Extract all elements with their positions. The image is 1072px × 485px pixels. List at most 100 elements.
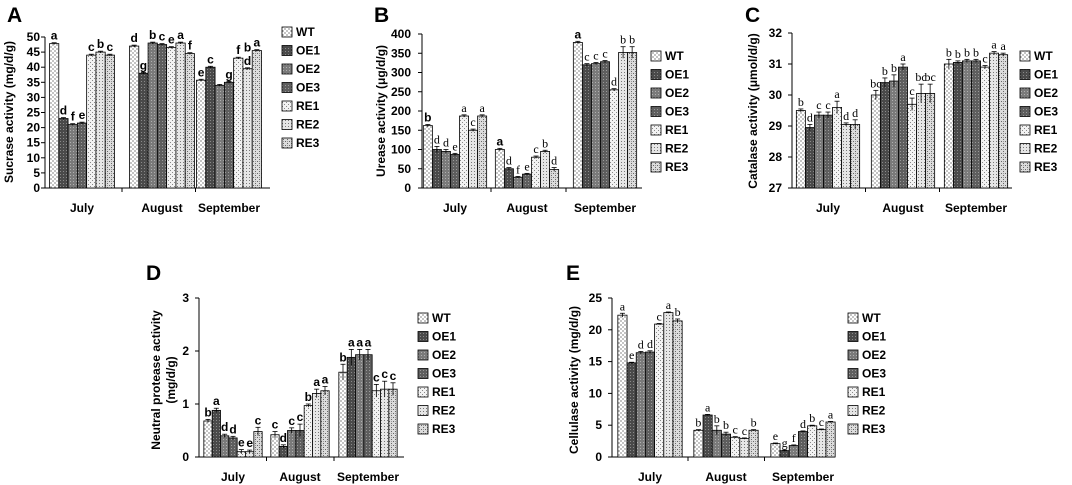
legend-label: OE3 xyxy=(862,367,886,381)
bar-oe2-september xyxy=(591,63,601,189)
bar-wt-august xyxy=(129,45,140,189)
legend-label: OE2 xyxy=(665,86,689,100)
legend-label: RE3 xyxy=(432,422,456,436)
bar-re2-august xyxy=(916,93,927,189)
y-tick-label: 32 xyxy=(769,26,783,40)
y-axis-label: Sucrase activity (mg/d/g) xyxy=(2,41,16,183)
legend-swatch-re2 xyxy=(1019,143,1031,154)
bar-oe1-august xyxy=(702,414,713,458)
significance-letter: d xyxy=(852,106,858,120)
legend-swatch-oe1 xyxy=(281,45,293,56)
legend-swatch-re3 xyxy=(1019,161,1031,173)
significance-letter: f xyxy=(236,43,241,57)
significance-letter: f xyxy=(71,110,76,124)
y-tick-label: 50 xyxy=(398,162,412,176)
bar-re2-july xyxy=(468,129,479,189)
legend-label: WT xyxy=(1034,49,1053,63)
bar-re2-july xyxy=(663,312,674,458)
significance-letter: c xyxy=(207,52,214,66)
significance-letter: b xyxy=(751,416,757,430)
significance-letter: c xyxy=(373,370,380,384)
legend-swatch-re2 xyxy=(417,405,429,416)
bar-oe3-july xyxy=(645,351,655,458)
legend-swatch-re3 xyxy=(417,423,429,435)
significance-letter: c xyxy=(297,410,304,424)
panel-c: C 27 28 29 30 31 32 Catalase activity (μmol/d/g… xyxy=(745,4,1058,215)
panel-label: C xyxy=(745,4,760,27)
bar-re1-august xyxy=(907,103,917,189)
legend-swatch-re2 xyxy=(650,143,662,154)
significance-letter: c xyxy=(584,50,589,64)
legend-swatch-wt xyxy=(847,312,859,324)
significance-letter: d xyxy=(843,109,849,123)
bar-oe3-august xyxy=(156,44,168,189)
significance-letter: b xyxy=(620,33,626,47)
significance-letter: c xyxy=(288,414,295,428)
y-tick-label: 10 xyxy=(27,151,41,165)
significance-letter: d xyxy=(443,136,449,150)
bar-re3-august xyxy=(748,429,759,458)
y-tick-label: 50 xyxy=(27,30,41,44)
significance-letter: c xyxy=(816,98,821,112)
significance-letter: e xyxy=(198,65,205,79)
y-tick-label: 150 xyxy=(391,123,411,137)
significance-letter: a xyxy=(348,335,355,349)
significance-letter: d xyxy=(280,431,287,445)
significance-letter: c xyxy=(657,309,662,323)
significance-letter: c xyxy=(272,418,279,432)
significance-letter: bc xyxy=(915,70,926,84)
bar-oe3-august xyxy=(898,66,908,189)
significance-letter: a xyxy=(356,335,363,349)
significance-letter: c xyxy=(255,413,262,427)
bar-re2-august xyxy=(540,151,551,189)
bar-wt-august xyxy=(870,94,881,189)
legend-label: OE1 xyxy=(665,68,689,82)
legend-label: RE1 xyxy=(665,123,689,137)
legend-swatch-oe1 xyxy=(417,331,429,342)
significance-letter: a xyxy=(1000,39,1006,53)
significance-letter: a xyxy=(705,400,711,414)
y-tick-label: 27 xyxy=(769,181,783,195)
significance-letter: d xyxy=(800,417,806,431)
bar-re2-september xyxy=(989,52,1000,189)
legend-label: WT xyxy=(432,311,451,325)
bar-oe1-august xyxy=(879,82,890,189)
significance-letter: a xyxy=(177,28,184,42)
significance-letter: b xyxy=(946,45,952,59)
significance-letter: c xyxy=(390,369,397,383)
significance-letter: d xyxy=(130,31,137,45)
y-tick-label: 31 xyxy=(769,57,783,71)
bar-re1-august xyxy=(166,47,177,189)
significance-letter: c xyxy=(602,47,607,61)
bar-re1-july xyxy=(86,54,97,189)
significance-letter: a xyxy=(213,394,220,408)
panel-label: E xyxy=(566,262,580,285)
legend-label: RE2 xyxy=(296,118,320,132)
bar-re3-august xyxy=(320,390,330,458)
bar-oe2-august xyxy=(889,80,899,189)
y-axis-label: Cellulase activity (mg/d/g) xyxy=(567,306,581,454)
bar-oe1-september xyxy=(952,62,963,189)
y-tick-label: 2 xyxy=(182,344,189,358)
bar-oe2-july xyxy=(220,435,230,458)
bar-oe3-august xyxy=(522,173,532,189)
significance-letter: b xyxy=(149,28,156,42)
bar-oe2-august xyxy=(513,176,523,189)
significance-letter: g xyxy=(140,58,147,72)
x-category-label: September xyxy=(945,201,1007,215)
legend-swatch-oe1 xyxy=(847,331,859,342)
bar-re3-august xyxy=(925,93,936,189)
y-tick-label: 10 xyxy=(589,386,603,400)
y-tick-label: 0 xyxy=(595,450,602,464)
significance-letter: bc xyxy=(870,76,881,90)
legend-label: OE3 xyxy=(665,105,689,119)
bar-oe2-september xyxy=(788,445,799,458)
significance-letter: e xyxy=(238,436,245,450)
bar-re3-july xyxy=(850,124,861,189)
significance-letter: b xyxy=(244,41,251,55)
x-category-label: September xyxy=(337,470,399,484)
significance-letter: a xyxy=(666,298,672,312)
significance-letter: a xyxy=(254,36,261,50)
